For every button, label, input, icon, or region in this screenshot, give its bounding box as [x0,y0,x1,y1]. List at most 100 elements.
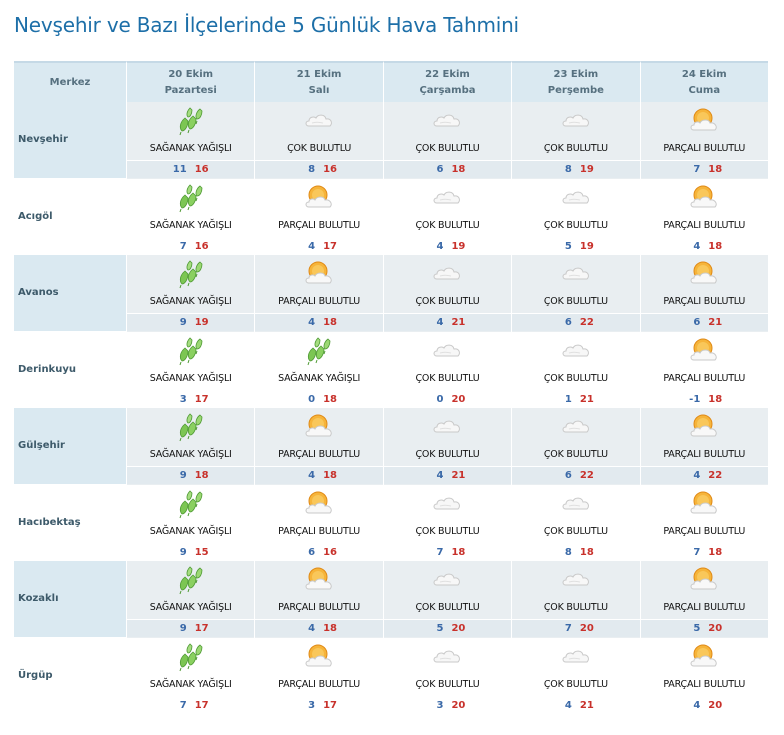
shower-icon [307,336,331,365]
max-temperature: 17 [323,240,337,252]
condition-label: ÇOK BULUTLU [287,143,352,154]
condition-label: PARÇALI BULUTLU [278,525,360,537]
temperature-range: 6 22 [512,466,640,484]
cloud-icon [562,420,589,433]
weather-icon [641,102,768,138]
condition-label: PARÇALI BULUTLU [663,678,746,690]
max-temperature: 17 [194,699,209,711]
temperature-range: 6 16 [255,542,383,561]
forecast-cell: ÇOK BULUTLU 6 22 [511,255,640,332]
min-temperature: 1 [564,393,572,405]
condition-label: SAĞANAK YAĞIŞLI [149,602,232,613]
cloud-icon [433,114,461,127]
forecast-cell: PARÇALI BULUTLU 3 17 [254,637,383,714]
shower-icon [179,489,203,518]
temperature-range: 0 18 [255,389,383,408]
weather-icon [255,255,382,291]
weather-icon [512,332,639,368]
table-row: Hacıbektaş SAĞANAK YAĞIŞLI 9 15 PARÇALI BU… [14,484,768,561]
table-row: Avanos SAĞANAK YAĞIŞLI 9 19 PARÇALI BULUTL… [14,255,768,332]
temperature-range: 3 17 [255,695,383,714]
condition-label: PARÇALI BULUTLU [278,449,360,460]
shower-icon [179,642,203,671]
table-row: Kozaklı SAĞANAK YAĞIŞLI 9 17 PARÇALI BULUT… [14,561,768,638]
max-temperature: 18 [323,470,337,481]
day-weekday: Cuma [688,84,721,96]
condition-label: PARÇALI BULUTLU [278,219,360,231]
temperature-range: 8 16 [255,160,383,178]
condition-label: SAĞANAK YAĞIŞLI [278,372,361,384]
day-date: 21 Ekim [296,68,342,80]
temperature-range: 9 19 [127,313,255,331]
cloud-icon [562,573,589,586]
cloud-icon [562,191,589,203]
max-temperature: 21 [579,393,594,405]
max-temperature: 19 [451,240,466,252]
max-temperature: 18 [323,393,337,405]
temperature-range: 8 18 [512,542,640,561]
location-name: Kozaklı [14,561,126,638]
forecast-cell: ÇOK BULUTLU 0 20 [382,331,512,408]
condition-label: ÇOK BULUTLU [543,296,608,307]
condition-label: SAĞANAK YAĞIŞLI [149,678,232,690]
max-temperature: 17 [194,623,209,634]
weather-icon [127,638,254,674]
max-temperature: 20 [579,623,594,634]
condition-label: PARÇALI BULUTLU [663,602,746,613]
weather-icon [512,485,639,521]
location-name: Nevşehir [14,102,126,179]
max-temperature: 18 [708,240,723,252]
weather-icon [255,332,382,368]
day-header: 20 Ekim Pazartesi [126,61,255,102]
min-temperature: 4 [564,699,572,711]
max-temperature: 18 [579,546,594,558]
min-temperature: 0 [308,393,316,405]
day-weekday: Salı [308,84,330,96]
condition-label: SAĞANAK YAĞIŞLI [149,449,232,460]
condition-label: ÇOK BULUTLU [543,678,608,690]
max-temperature: 18 [451,546,466,558]
shower-icon [179,336,203,365]
weather-icon [127,485,254,521]
forecast-cell: SAĞANAK YAĞIŞLI 7 16 [126,178,255,255]
table-row: Gülşehir SAĞANAK YAĞIŞLI 9 18 PARÇALI BULU… [14,408,768,485]
cloud-icon [433,191,461,203]
temperature-range: 4 18 [255,619,383,637]
min-temperature: 4 [308,623,316,634]
forecast-cell: ÇOK BULUTLU 8 16 [254,102,383,179]
forecast-cell: ÇOK BULUTLU 4 19 [382,178,512,255]
shower-icon [179,566,203,595]
temperature-range: 8 19 [512,160,640,178]
max-temperature: 17 [323,699,337,711]
temperature-range: 6 18 [383,160,512,178]
shower-icon [179,183,203,212]
condition-label: ÇOK BULUTLU [543,602,608,613]
location-name: Derinkuyu [14,331,126,408]
center-column-header: Merkez [14,61,126,102]
forecast-cell: ÇOK BULUTLU 6 22 [511,408,640,485]
max-temperature: 16 [194,164,209,175]
max-temperature: 16 [323,164,337,175]
location-name: Avanos [14,255,126,332]
condition-label: PARÇALI BULUTLU [278,296,360,307]
forecast-cell: ÇOK BULUTLU 6 18 [382,102,512,179]
max-temperature: 18 [323,317,337,328]
partly-cloudy-icon [305,644,332,666]
location-name: Hacıbektaş [14,484,126,561]
weather-icon [384,255,511,291]
condition-label: PARÇALI BULUTLU [663,525,746,537]
weather-icon [641,561,768,597]
forecast-cell: ÇOK BULUTLU 5 20 [382,561,512,638]
condition-label: ÇOK BULUTLU [543,449,608,460]
forecast-cell: SAĞANAK YAĞIŞLI 7 17 [126,637,255,714]
temperature-range: 7 18 [640,160,768,178]
weather-icon [512,179,639,215]
weather-icon [127,255,254,291]
forecast-cell: ÇOK BULUTLU 4 21 [382,408,512,485]
min-temperature: -1 [689,393,701,405]
cloud-icon [433,344,461,356]
temperature-range: 4 22 [640,466,768,484]
partly-cloudy-icon [305,261,332,284]
condition-label: PARÇALI BULUTLU [663,219,746,231]
temperature-range: 3 20 [383,695,512,714]
